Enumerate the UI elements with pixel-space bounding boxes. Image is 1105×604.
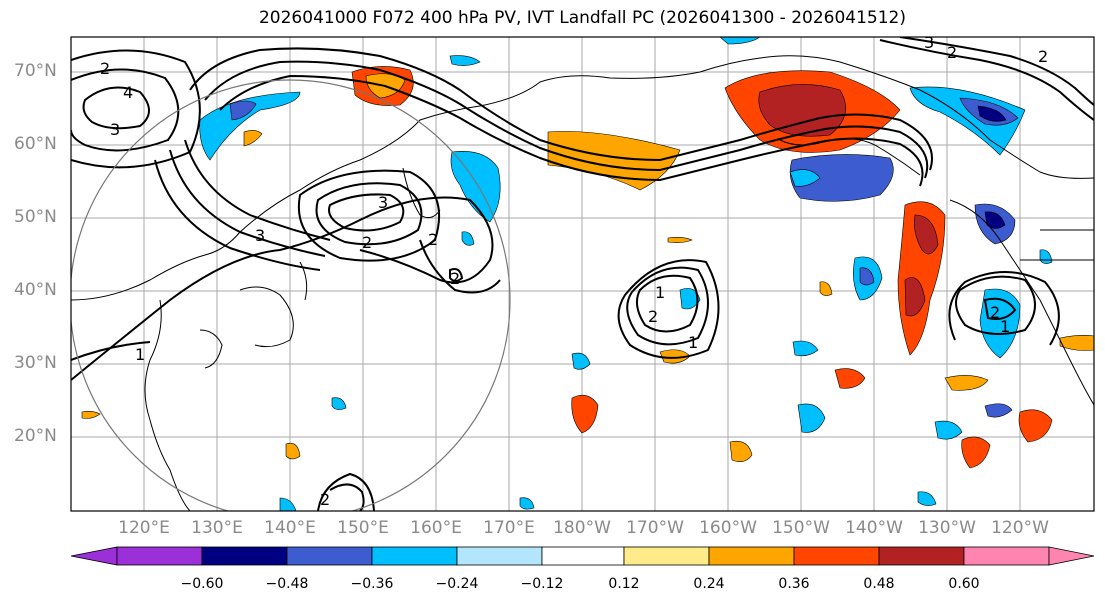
negative-anomaly-pacific-3 (934, 420, 963, 440)
positive-anomaly-northeast-pacific-core (914, 214, 939, 255)
negative-anomaly-pacific-13 (461, 231, 475, 246)
positive-anomaly-small-3 (81, 411, 101, 419)
contour-label: 2 (450, 269, 460, 288)
lon-label: 130°E (191, 518, 243, 538)
positive-anomaly-small-5 (1059, 335, 1094, 351)
negative-anomaly-pacific-8 (917, 491, 937, 506)
pv-contours (71, 37, 1094, 511)
positive-anomaly-small-4 (243, 130, 263, 147)
lat-label: 30°N (14, 353, 57, 373)
negative-anomaly-pacific-7 (571, 352, 591, 370)
negative-anomaly-pacific-6 (679, 288, 701, 310)
positive-anomaly-subtropics-5 (944, 375, 989, 391)
negative-anomaly-pacific-2 (797, 403, 826, 433)
distance-ring (71, 79, 511, 511)
lon-label: 140°W (845, 518, 903, 538)
negative-anomaly-siberia-core (229, 100, 257, 121)
lon-label: 160°W (699, 518, 757, 538)
positive-anomaly-small-2 (819, 281, 833, 296)
colorbar-tick-label: 0.12 (608, 576, 640, 592)
contour-label: 2 (1038, 47, 1048, 66)
lat-label: 60°N (14, 134, 57, 154)
colorbar-tick-label: −0.36 (350, 576, 394, 592)
positive-anomaly-subtropics-6 (729, 441, 753, 462)
contour-label: 3 (378, 193, 388, 212)
colorbar-tick-label: −0.60 (180, 576, 224, 592)
colorbar-tick-label: 0.36 (778, 576, 810, 592)
negative-anomaly-pacific-11 (449, 55, 481, 66)
lon-label: 150°E (337, 518, 389, 538)
negative-anomaly-pacific-14 (519, 497, 535, 510)
negative-anomaly-arctic-east (909, 86, 1026, 156)
lat-label: 40°N (14, 280, 57, 300)
contour-label: 2 (947, 43, 957, 62)
contour-label: 2 (362, 233, 372, 252)
positive-anomaly-subtropics-4 (834, 368, 866, 389)
contour-label: 1 (135, 345, 145, 364)
colorbar-tick-label: −0.48 (265, 576, 309, 592)
positive-anomaly-subtropics-7 (285, 442, 301, 460)
lon-label: 140°E (264, 518, 316, 538)
contour-label: 3 (110, 120, 120, 139)
colorbar-tick-label: −0.24 (435, 576, 479, 592)
coastlines (71, 55, 1094, 511)
negative-anomaly-pacific-15 (279, 497, 297, 511)
lon-label: 170°E (483, 518, 535, 538)
lat-label: 20°N (14, 426, 57, 446)
colorbar-extend-right (1048, 546, 1095, 566)
colorbar-tick-label: −0.12 (520, 576, 564, 592)
negative-anomaly-pacific-5 (792, 340, 819, 357)
contour-label: 2 (428, 230, 438, 249)
positive-anomaly-northeast-pacific-core-2 (904, 277, 926, 317)
lon-label: 150°W (772, 518, 830, 538)
lat-label: 50°N (14, 207, 57, 227)
positive-anomaly-subtropics-3 (1018, 409, 1053, 443)
negative-anomaly-arctic-east-deep (977, 105, 1007, 122)
lon-label: 180°W (553, 518, 611, 538)
lon-label: 130°W (918, 518, 976, 538)
colorbar-extend-left (70, 546, 118, 566)
negative-anomaly-pacific-1-core (859, 267, 875, 286)
map-title: 2026041000 F072 400 hPa PV, IVT Landfall… (258, 8, 906, 28)
contour-label: 1 (688, 333, 698, 352)
negative-anomaly-siberia (199, 91, 301, 161)
negative-anomaly-pacific-10 (331, 397, 347, 410)
positive-anomaly-gulf-alaska-core (758, 84, 846, 137)
negative-anomaly-pacific-4 (984, 403, 1013, 418)
colorbar-tick-label: 0.60 (948, 576, 980, 592)
contour-label: 1 (655, 283, 665, 302)
lon-label: 160°E (410, 518, 462, 538)
positive-anomaly-subtropics-2 (961, 436, 991, 469)
colorbar-tick-label: 0.24 (693, 576, 725, 592)
lat-label: 70°N (14, 61, 57, 81)
contour-labels: 2 4 3 3 2 2 3 2 1 2 1 2 1 1 2 3 2 2 (100, 33, 1048, 509)
contour-label: 2 (320, 490, 330, 509)
colorbar-tick-label: 0.48 (863, 576, 895, 592)
contour-label: 4 (123, 83, 133, 102)
positive-anomaly-subtropics-1 (571, 394, 599, 434)
map-frame (70, 36, 1095, 512)
negative-anomaly-gulf-south (789, 154, 894, 202)
contour-label: 2 (990, 303, 1000, 322)
colorbar (70, 546, 1095, 566)
lon-label: 120°E (118, 518, 170, 538)
contour-label: 3 (924, 33, 934, 52)
negative-anomaly-gulf-south-edge (789, 169, 821, 187)
lon-label: 170°W (626, 518, 684, 538)
contour-label: 2 (100, 59, 110, 78)
positive-anomaly-small-1 (667, 237, 693, 243)
contour-label: 2 (648, 307, 658, 326)
contour-label: 3 (255, 226, 265, 245)
lon-label: 120°W (991, 518, 1049, 538)
negative-anomaly-california (979, 288, 1021, 359)
contour-label: 1 (1000, 317, 1010, 336)
